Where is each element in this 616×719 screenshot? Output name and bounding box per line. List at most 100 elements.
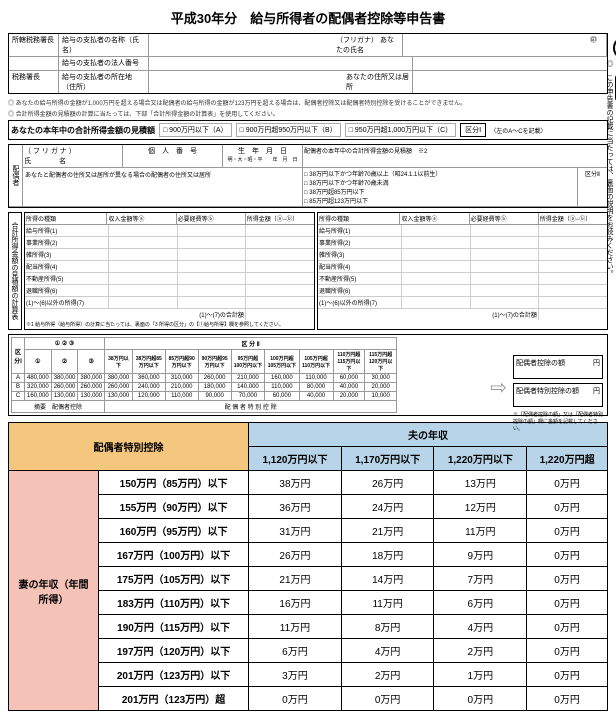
- summary-cell: 14万円: [341, 567, 434, 591]
- payer-name-label: 給与の支払者の名称（氏名）: [59, 34, 149, 56]
- birth-placeholder: 明・大・昭・平 年 月 日: [224, 156, 301, 163]
- result-haigusha[interactable]: 配偶者控除の額 円: [513, 355, 603, 379]
- payer-addr-label: 給与の支払者の所在地（住所）: [59, 71, 149, 93]
- summary-cell: 26万円: [341, 471, 434, 495]
- header-form: 配 所轄税務署長 給与の支払者の名称（氏名） （フリガナ） あなたの氏名 ㊞ 給…: [8, 33, 608, 94]
- check-1[interactable]: □ 38万円以下かつ年齢70歳以上（昭24.1.1以前生）: [304, 169, 576, 178]
- bottom-right: 配 偶 者 特 別 控 除: [105, 401, 397, 413]
- summary-cell: 11万円: [249, 615, 342, 639]
- main-title: 給与所得者の配偶者控除等申告書: [250, 11, 445, 26]
- summary-cell: 0万円: [527, 663, 608, 687]
- income-row: 退職所得(6): [25, 285, 314, 297]
- kubun-note: （左のA〜Cを記載）: [490, 126, 546, 135]
- row-label: 167万円（100万円）以下: [99, 543, 249, 567]
- summary-row: 175万円（105万円）以下21万円14万円7万円0万円: [9, 567, 608, 591]
- payer-corp-value[interactable]: [149, 57, 343, 70]
- summary-cell: 0万円: [527, 687, 608, 711]
- summary-row: 190万円（115万円）以下11万円8万円4万円0万円: [9, 615, 608, 639]
- income-row: (1)〜(6)以外の所得(7): [318, 297, 607, 309]
- summary-cell: 38万円: [249, 471, 342, 495]
- summary-row: 201万円（123万円）以下3万円2万円1万円0万円: [9, 663, 608, 687]
- spouse-vert-label: 配偶者: [9, 145, 23, 206]
- payer-corp-label: 給与の支払者の法人番号: [59, 57, 149, 70]
- check-3[interactable]: □ 38万円超85万円以下: [304, 187, 576, 196]
- summary-left-hdr: 配偶者特別控除: [9, 423, 249, 471]
- summary-cell: 0万円: [527, 543, 608, 567]
- income-row: (1)〜(6)以外の所得(7): [25, 297, 314, 309]
- arrow-icon: ⇨: [490, 375, 507, 400]
- band-opt-b[interactable]: □ 900万円超950万円以下（B）: [236, 123, 341, 137]
- bottom-left: 摘要 配偶者控除: [12, 401, 105, 413]
- summary-cell: 6万円: [249, 639, 342, 663]
- notice-2: ◎ 合計所得金額の見積額の計算に当たっては、下部「合計所得金額の計算表」を使用し…: [8, 109, 608, 118]
- side-instruction: ◎ この申告書の記載に当たっては、裏面の説明をお読みください。: [604, 60, 614, 320]
- summary-cell: 13万円: [434, 471, 527, 495]
- result-tokubetsu[interactable]: 配偶者特別控除の額 円: [513, 383, 603, 407]
- summary-cell: 16万円: [249, 591, 342, 615]
- payer-name-value[interactable]: [149, 34, 333, 56]
- summary-cell: 9万円: [434, 543, 527, 567]
- summary-row: 167万円（100万円）以下26万円18万円9万円0万円: [9, 543, 608, 567]
- your-addr-value[interactable]: [413, 71, 607, 93]
- band-opt-c[interactable]: □ 950万円超1,000万円以下（C）: [345, 123, 456, 137]
- office-label: 所轄税務署長: [9, 34, 59, 56]
- income-row: 退職所得(6): [318, 285, 607, 297]
- kubun1-box[interactable]: 区分Ⅰ: [460, 123, 486, 137]
- summary-cell: 0万円: [527, 591, 608, 615]
- band-opt-a[interactable]: □ 900万円以下（A）: [159, 123, 232, 137]
- notice-1: ◎ あなたの給与所得の金額が1,000万円を超える場合又は配偶者の給与所得の金額…: [8, 98, 608, 107]
- your-income-table: 所得の種類 収入金額等ⓐ 必要経費等ⓑ 所得金額（ⓐ−ⓑ） 給与所得(1)事業所…: [24, 212, 315, 330]
- row-label: 201万円（123万円）以下: [99, 663, 249, 687]
- income-row: 不動産所得(5): [25, 273, 314, 285]
- income-row: 配当所得(4): [318, 261, 607, 273]
- birth-label: 生 年 月 日: [224, 146, 301, 156]
- blank-mid: [343, 57, 413, 70]
- payer-addr-value[interactable]: [149, 71, 343, 93]
- calc-footnote: ※1 給与所得（給与所得）の計算に当たっては、裏面の「3 所得の区分」の【①給与…: [25, 320, 314, 329]
- amount-title: 配偶者の本年中の合計所得金額の見積額 ※2: [304, 146, 606, 155]
- check-4[interactable]: □ 85万円超123万円以下: [304, 196, 576, 205]
- deduction-table: 区分Ⅰ ① ② ③ 区 分 Ⅱ ①②③38万円以下38万円超85万円以下85万円…: [11, 337, 397, 413]
- spouse-addr-note: あなたと配偶者の住所又は居所が異なる場合の配偶者の住所又は居所: [23, 168, 303, 206]
- summary-row: 183万円（110万円）以下16万円11万円6万円0万円: [9, 591, 608, 615]
- summary-cell: 12万円: [434, 495, 527, 519]
- blank-right: [413, 57, 607, 70]
- summary-row: 160万円（95万円）以下31万円21万円11万円0万円: [9, 519, 608, 543]
- check-2[interactable]: □ 38万円以下かつ年齢70歳未満: [304, 178, 576, 187]
- row-label: 150万円（85万円）以下: [99, 471, 249, 495]
- summary-cell: 0万円: [527, 615, 608, 639]
- summary-cell: 21万円: [341, 519, 434, 543]
- income-calc-section: 合計所得金額の見積額の計算表 所得の種類 収入金額等ⓐ 必要経費等ⓑ 所得金額（…: [8, 212, 608, 330]
- summary-col-hdr: 1,120万円以下: [249, 447, 342, 471]
- summary-col-hdr: 1,170万円以下: [341, 447, 434, 471]
- summary-row: 197万円（120万円）以下6万円4万円2万円0万円: [9, 639, 608, 663]
- summary-cell: 0万円: [527, 567, 608, 591]
- row-label: 197万円（120万円）以下: [99, 639, 249, 663]
- page-title: 平成30年分 給与所得者の配偶者控除等申告書: [8, 8, 608, 27]
- blank-left: [9, 57, 59, 70]
- summary-cell: 0万円: [527, 639, 608, 663]
- spouse-income-table: 所得の種類 収入金額等ⓐ 必要経費等ⓑ 所得金額（ⓐ−ⓑ） 給与所得(1)事業所…: [317, 212, 608, 330]
- summary-col-hdr: 1,220万円超: [527, 447, 608, 471]
- summary-cell: 24万円: [341, 495, 434, 519]
- summary-cell: 0万円: [341, 687, 434, 711]
- deduction-row: C160,000130,000130,000130,000120,000110,…: [12, 392, 397, 401]
- col-exp: 必要経費等ⓑ: [177, 213, 246, 224]
- your-name-value[interactable]: [403, 34, 587, 56]
- summary-cell: 3万円: [249, 663, 342, 687]
- mynumber-label: 個 人 番 号: [123, 145, 223, 167]
- summary-cell: 0万円: [249, 687, 342, 711]
- income-row: 配当所得(4): [25, 261, 314, 273]
- summary-row: 155万円（90万円）以下36万円24万円12万円0万円: [9, 495, 608, 519]
- summary-col-hdr: 1,220万円以下: [434, 447, 527, 471]
- income-row: 給与所得(1): [25, 225, 314, 237]
- income-row: 事業所得(2): [318, 237, 607, 249]
- wife-income-hdr: 妻の年収（年間所得）: [9, 471, 99, 711]
- spouse-name-label: 氏 名: [24, 156, 121, 166]
- col123-hdr: ① ② ③: [24, 338, 104, 350]
- kubun1-hdr: 区分Ⅰ: [12, 338, 25, 374]
- kubun2-label: 区分Ⅱ: [579, 169, 606, 178]
- deduction-calc: 区分Ⅰ ① ② ③ 区 分 Ⅱ ①②③38万円以下38万円超85万円以下85万円…: [8, 334, 608, 416]
- income-row: 雑所得(3): [318, 249, 607, 261]
- income-row: 不動産所得(5): [318, 273, 607, 285]
